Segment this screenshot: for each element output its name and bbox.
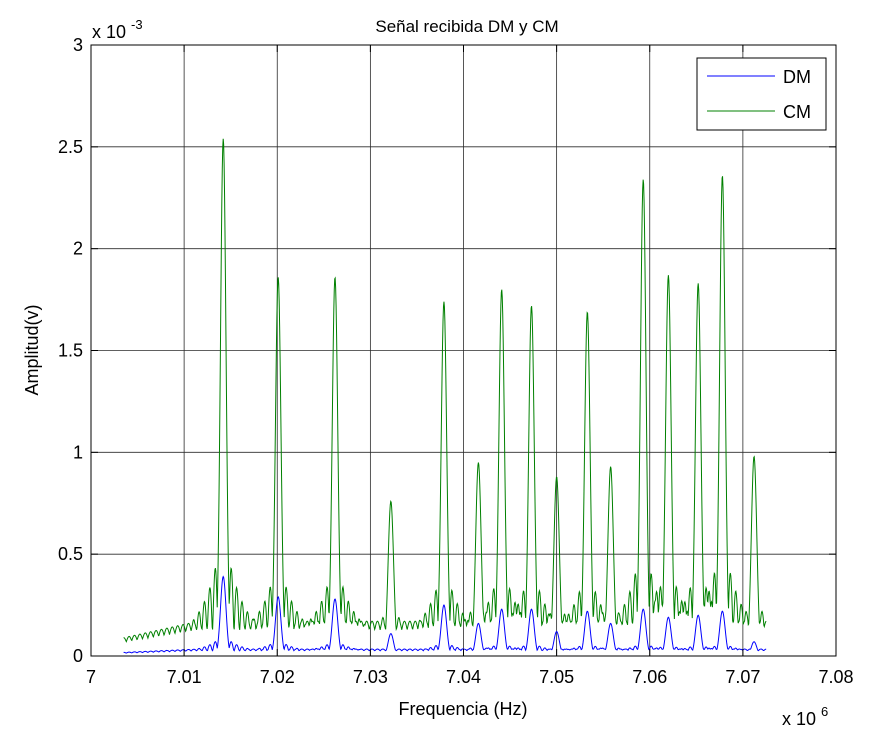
x-multiplier-base: x 10 bbox=[782, 709, 816, 729]
y-tick-label: 0.5 bbox=[58, 544, 83, 564]
y-multiplier-base: x 10 bbox=[92, 22, 126, 42]
series-layer bbox=[123, 138, 767, 654]
chart-title: Señal recibida DM y CM bbox=[375, 17, 558, 36]
tick-layer: 7 7.01 7.02 7.03 7.04 7.05 7.06 7.07 7.08 0 0.5 1 1.… bbox=[58, 35, 854, 687]
y-multiplier: x 10 -3 bbox=[92, 17, 143, 42]
y-tick-label: 3 bbox=[73, 35, 83, 55]
grid-layer bbox=[91, 45, 836, 656]
series-line-dm bbox=[123, 575, 767, 654]
x-tick-label: 7.06 bbox=[632, 667, 667, 687]
y-tick-label: 2 bbox=[73, 239, 83, 259]
legend-box bbox=[696, 57, 827, 131]
legend-label-dm: DM bbox=[783, 67, 811, 87]
x-tick-label: 7.04 bbox=[446, 667, 481, 687]
x-tick-label: 7.07 bbox=[725, 667, 760, 687]
x-multiplier: x 10 6 bbox=[782, 704, 828, 729]
x-multiplier-exponent: 6 bbox=[821, 704, 828, 719]
x-tick-label: 7 bbox=[86, 667, 96, 687]
y-axis-label: Amplitud(v) bbox=[22, 304, 42, 395]
x-axis-label: Frequencia (Hz) bbox=[398, 699, 527, 719]
y-tick-label: 2.5 bbox=[58, 137, 83, 157]
y-tick-label: 1 bbox=[73, 442, 83, 462]
legend: DM CM bbox=[696, 57, 827, 131]
legend-label-cm: CM bbox=[783, 102, 811, 122]
x-tick-label: 7.05 bbox=[539, 667, 574, 687]
x-tick-label: 7.01 bbox=[167, 667, 202, 687]
series-line-cm bbox=[123, 138, 767, 643]
y-multiplier-exponent: -3 bbox=[131, 17, 143, 32]
x-tick-label: 7.08 bbox=[818, 667, 853, 687]
x-tick-label: 7.02 bbox=[260, 667, 295, 687]
x-tick-label: 7.03 bbox=[353, 667, 388, 687]
y-tick-label: 1.5 bbox=[58, 341, 83, 361]
y-tick-label: 0 bbox=[73, 646, 83, 666]
